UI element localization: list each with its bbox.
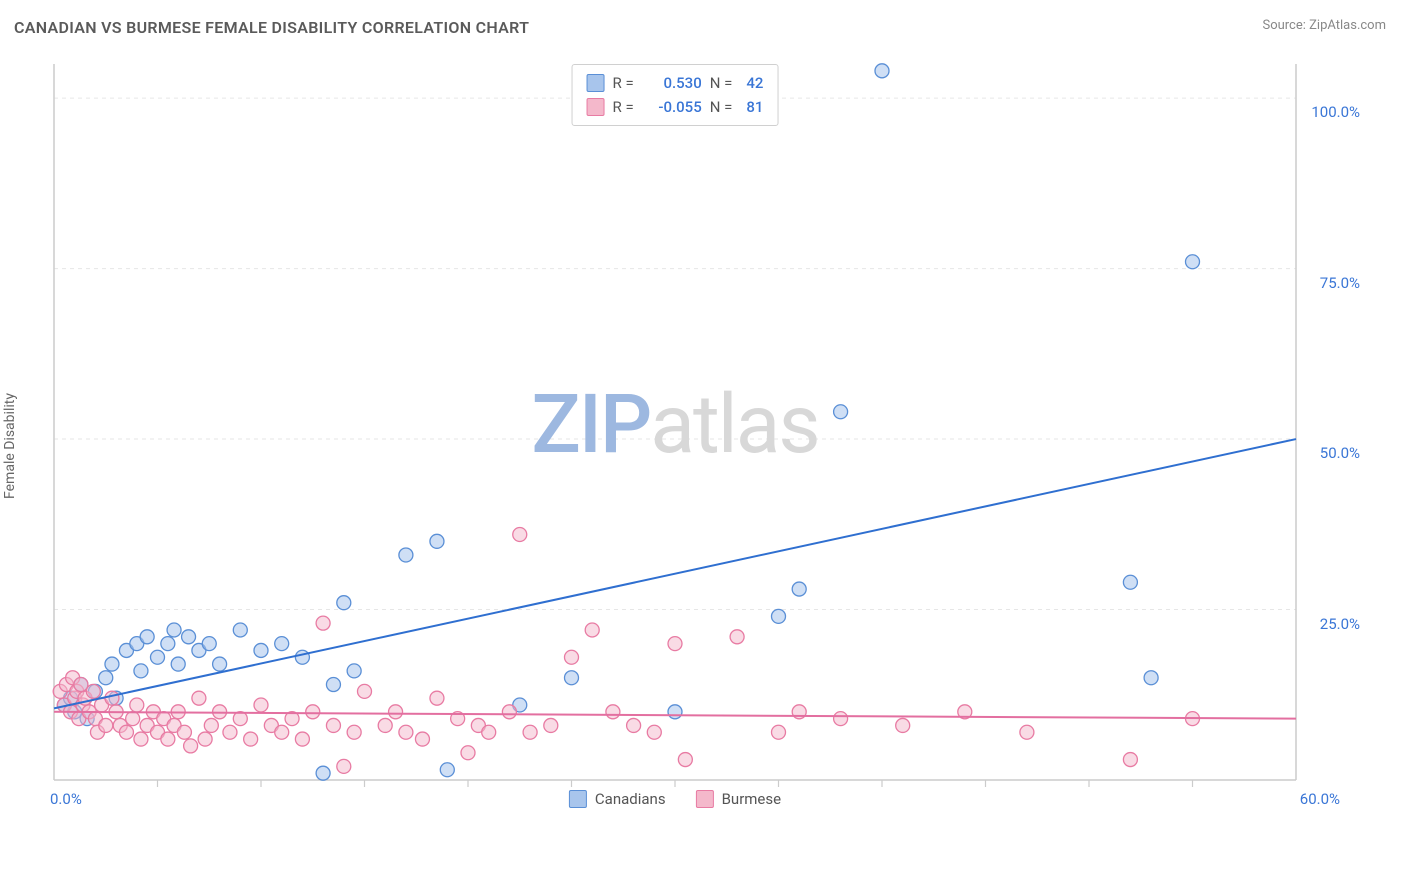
plot-area: ZIPatlas R = 0.530 N = 42 R = -0.055 N =… <box>50 60 1300 820</box>
source-link[interactable]: ZipAtlas.com <box>1309 18 1386 33</box>
legend-item-canadians: Canadians <box>569 790 666 808</box>
y-tick-label: 50.0% <box>1320 444 1360 462</box>
legend-row-burmese: R = -0.055 N = 81 <box>587 95 764 119</box>
correlation-legend: R = 0.530 N = 42 R = -0.055 N = 81 <box>572 64 779 126</box>
y-tick-label: 75.0% <box>1320 274 1360 292</box>
scatter-plot <box>50 60 1300 820</box>
series-legend: Canadians Burmese <box>569 790 781 808</box>
legend-swatch-icon <box>696 790 714 808</box>
y-tick-label: 25.0% <box>1320 615 1360 633</box>
legend-swatch-icon <box>587 98 605 116</box>
legend-swatch-icon <box>587 74 605 92</box>
x-axis-max-label: 60.0% <box>1300 790 1340 808</box>
legend-row-canadians: R = 0.530 N = 42 <box>587 71 764 95</box>
legend-item-burmese: Burmese <box>696 790 782 808</box>
y-tick-label: 100.0% <box>1311 103 1360 121</box>
y-axis-label: Female Disability <box>2 393 18 499</box>
x-axis-origin-label: 0.0% <box>50 790 82 808</box>
chart-title: CANADIAN VS BURMESE FEMALE DISABILITY CO… <box>14 18 529 37</box>
source-attribution: Source: ZipAtlas.com <box>1262 18 1386 33</box>
legend-swatch-icon <box>569 790 587 808</box>
